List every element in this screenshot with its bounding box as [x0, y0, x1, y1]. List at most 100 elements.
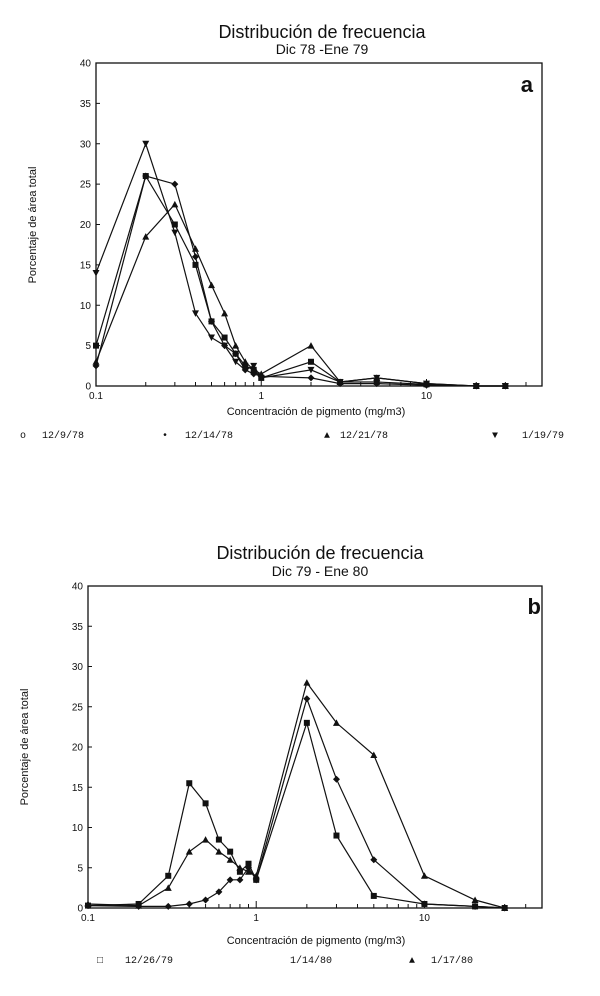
y-tick-label: 5 [77, 863, 83, 874]
chart-b-legend-symbol-3: ▲ [409, 956, 415, 967]
y-tick-label: 40 [72, 582, 84, 593]
data-point [370, 892, 377, 899]
data-point [307, 342, 315, 349]
data-point [215, 836, 222, 843]
data-point [142, 140, 150, 148]
data-point [307, 366, 315, 374]
data-point [92, 269, 100, 277]
series-line [87, 720, 505, 909]
data-point [245, 868, 253, 875]
chart-b-y-axis-label: Porcentaje de área total [19, 689, 31, 806]
chart-b-panel-label: b [528, 594, 541, 619]
data-point [250, 362, 258, 370]
y-tick-label: 35 [72, 622, 84, 633]
data-point [171, 180, 179, 188]
chart-b: Distribución de frecuencia Dic 79 - Ene … [19, 543, 543, 967]
data-point [236, 868, 243, 875]
data-point [226, 876, 234, 884]
data-point [208, 317, 216, 325]
data-point [185, 900, 193, 908]
series-line [95, 175, 506, 387]
data-point [422, 380, 430, 388]
data-point [332, 775, 340, 783]
data-point [501, 383, 509, 390]
x-tick-label: 1 [253, 913, 259, 924]
chart-a-legend-symbol-1: o [20, 431, 26, 442]
series-4 [92, 140, 509, 390]
data-point [142, 172, 150, 180]
data-point [245, 860, 252, 867]
data-point [232, 350, 240, 358]
series-line [95, 174, 506, 387]
data-point [250, 366, 258, 373]
data-point [191, 245, 199, 252]
chart-a-legend: o 12/9/78 • 12/14/78 ▲ 12/21/78 ▼ 1/19/7… [20, 430, 564, 442]
y-tick-label: 0 [85, 382, 91, 393]
data-point [307, 358, 314, 365]
data-point [303, 719, 310, 726]
chart-b-legend-label-2: 1/14/80 [290, 955, 332, 967]
data-point [208, 334, 216, 342]
x-tick-label: 0.1 [81, 913, 95, 924]
series-3 [84, 679, 509, 911]
data-point [236, 876, 244, 884]
y-tick-label: 30 [80, 139, 92, 150]
x-tick-label: 10 [421, 391, 433, 402]
chart-a-title: Distribución de frecuencia [218, 22, 426, 42]
data-point [202, 896, 210, 904]
chart-b-legend-symbol-1: □ [97, 956, 103, 967]
data-point [202, 800, 209, 807]
data-point [303, 695, 311, 703]
data-point [232, 358, 240, 366]
y-tick-label: 20 [80, 220, 92, 231]
data-point [227, 848, 234, 855]
data-point [171, 200, 179, 208]
y-tick-label: 25 [80, 180, 92, 191]
chart-a-panel-label: a [521, 72, 534, 97]
data-point [373, 380, 381, 388]
chart-a-legend-label-3: 12/21/78 [340, 430, 388, 442]
data-point [245, 864, 253, 872]
y-tick-label: 25 [72, 702, 84, 713]
data-point [420, 900, 428, 908]
data-point [370, 856, 378, 864]
data-point [236, 864, 244, 871]
series-3 [92, 200, 509, 389]
data-point [84, 900, 92, 907]
data-point [221, 309, 229, 317]
chart-b-plot-frame [87, 585, 543, 909]
y-tick-label: 40 [80, 59, 92, 70]
series-line [87, 681, 505, 909]
data-point [241, 358, 249, 365]
chart-a-x-ticks: 0.1 1 10 [89, 379, 543, 402]
chart-a-series-group [92, 140, 509, 390]
x-tick-label: 0.1 [89, 391, 103, 402]
data-point [471, 896, 479, 903]
data-point [420, 872, 428, 879]
data-point [303, 679, 311, 686]
series-2 [92, 172, 509, 390]
data-point [93, 342, 99, 349]
data-point [226, 856, 234, 863]
data-point [333, 832, 340, 839]
chart-a-y-axis-label: Porcentaje de área total [27, 167, 39, 284]
chart-a-y-ticks: 0 5 10 15 20 25 30 35 40 [80, 59, 100, 393]
chart-a-legend-label-2: 12/14/78 [185, 430, 233, 442]
chart-b-title: Distribución de frecuencia [216, 543, 424, 563]
x-tick-label: 1 [258, 391, 264, 402]
data-point [336, 378, 344, 386]
chart-b-legend-label-1: 12/26/79 [125, 955, 173, 967]
data-point [370, 751, 378, 759]
y-tick-label: 10 [72, 823, 84, 834]
data-point [332, 719, 340, 726]
y-tick-label: 30 [72, 662, 84, 673]
data-point [232, 342, 240, 349]
data-point [221, 334, 228, 341]
chart-a-legend-symbol-4: ▼ [492, 431, 498, 442]
series-line [95, 203, 506, 387]
chart-b-y-ticks: 0 5 10 15 20 25 30 35 40 [72, 582, 92, 915]
data-point [373, 374, 381, 382]
chart-a-subtitle: Dic 78 -Ene 79 [276, 41, 369, 57]
data-point [241, 366, 249, 374]
chart-b-legend-label-3: 1/17/80 [431, 955, 473, 967]
